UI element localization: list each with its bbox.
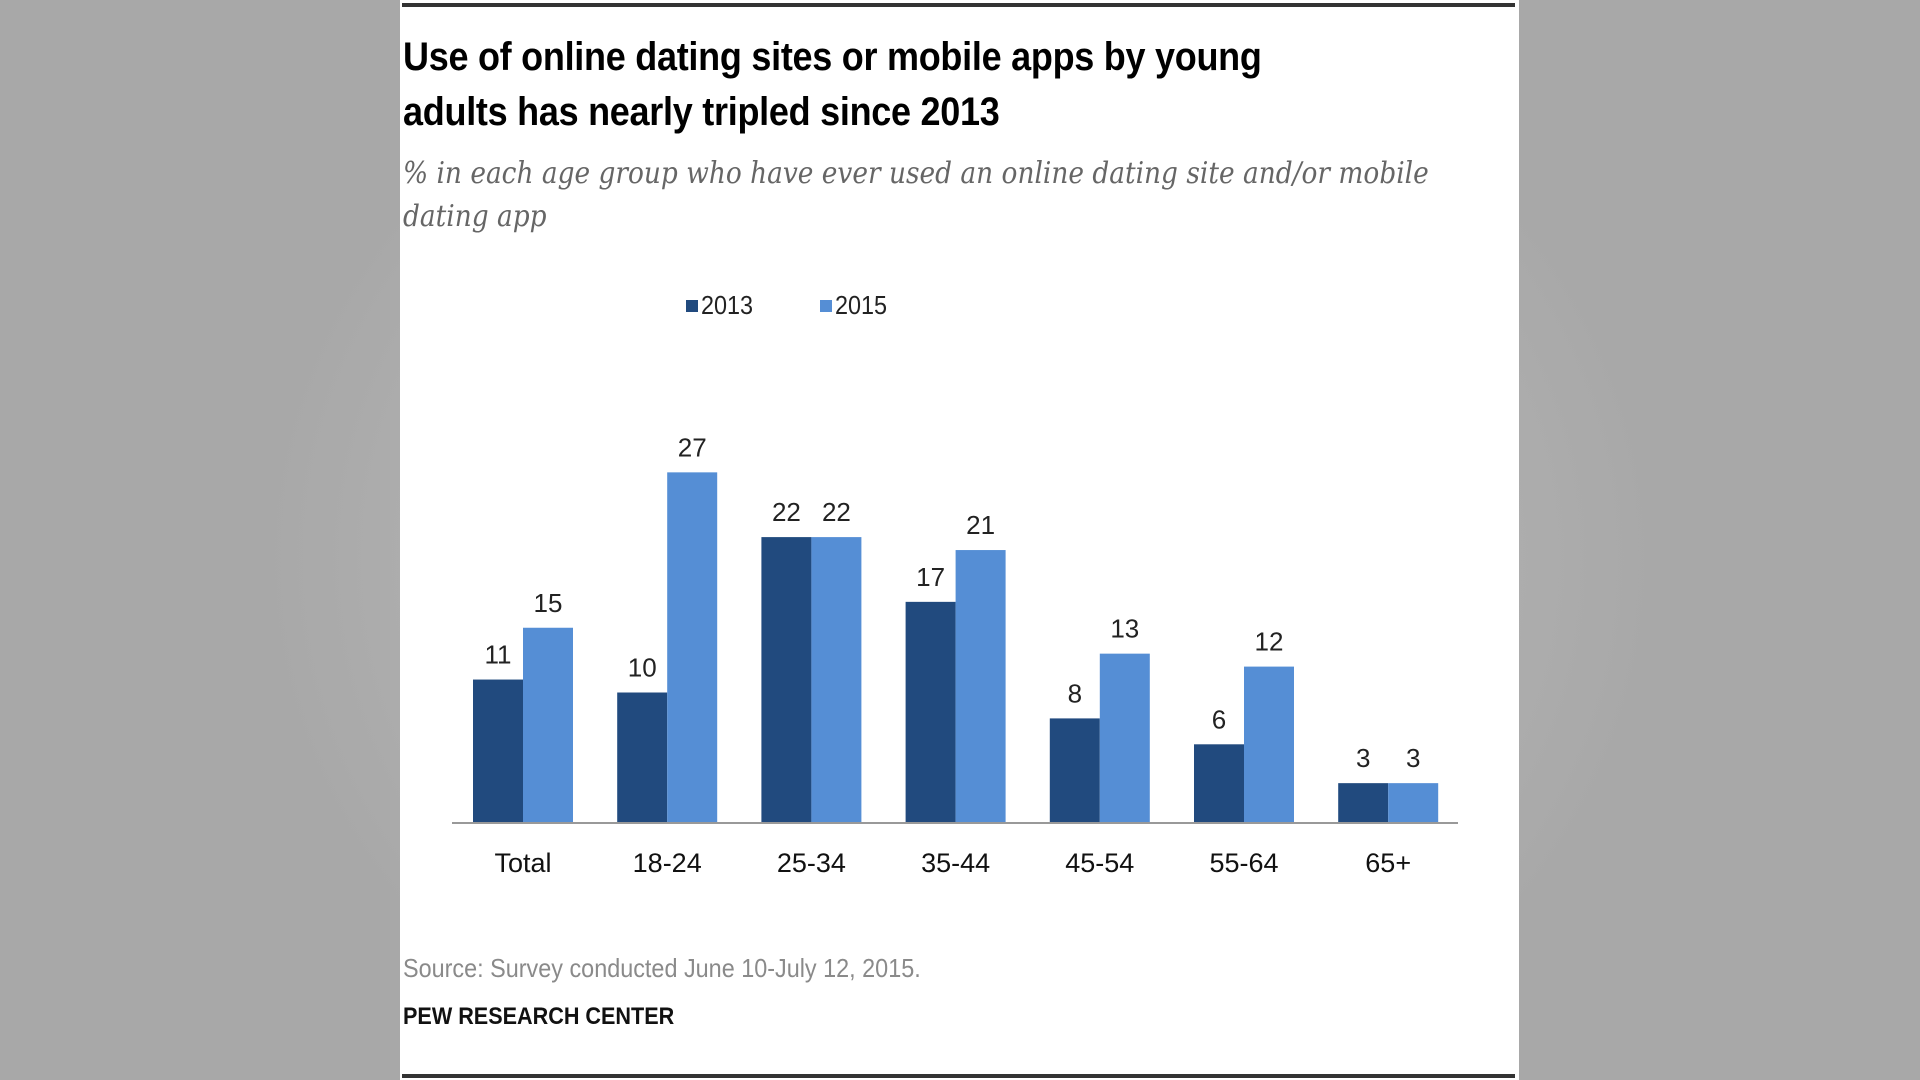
bar-2015-18-24 (667, 472, 718, 822)
bottom-rule (402, 1074, 1515, 1078)
category-label-45-54: 45-54 (1065, 848, 1134, 878)
bar-2015-45-54 (1099, 653, 1150, 822)
bar-chart: 11 15 Total 10 27 18-24 22 22 25-34 17 21 35-44 8 13 4… (452, 432, 1458, 878)
chart-panel: Use of online dating sites or mobile app… (400, 0, 1519, 1080)
category-label-35-44: 35-44 (921, 848, 990, 878)
data-label-2013-18-24: 10 (628, 653, 657, 683)
top-rule (402, 3, 1515, 7)
chart-legend: 2013 2015 (400, 290, 1519, 324)
data-label-2013-55-64: 6 (1212, 704, 1226, 734)
data-label-2013-45-54: 8 (1068, 678, 1082, 708)
bar-2015-55-64 (1244, 666, 1294, 822)
bar-2013-45-54 (1049, 718, 1100, 822)
legend-label-2015: 2015 (835, 290, 888, 320)
title-line-2: adults has nearly tripled since 2013 (403, 90, 1000, 134)
chart-subtitle: % in each age group who have ever used a… (403, 152, 1485, 238)
bar-2013-55-64 (1194, 744, 1244, 822)
bar-2013-Total (473, 679, 523, 822)
subtitle-line-2: dating app (403, 199, 547, 234)
bar-2015-65+ (1388, 783, 1439, 822)
data-label-2015-25-34: 22 (822, 497, 851, 527)
title-line-1: Use of online dating sites or mobile app… (403, 35, 1262, 79)
data-label-2015-18-24: 27 (678, 432, 707, 462)
data-label-2013-65+: 3 (1356, 743, 1370, 773)
data-label-2013-25-34: 22 (772, 497, 801, 527)
bar-2015-25-34 (811, 537, 862, 822)
data-label-2013-Total: 11 (485, 640, 512, 670)
legend-label-2013: 2013 (701, 290, 754, 320)
bar-2013-25-34 (761, 537, 812, 822)
legend-item-2013: 2013 (686, 290, 759, 321)
data-label-2015-45-54: 13 (1110, 614, 1139, 644)
source-note: Source: Survey conducted June 10-July 12… (403, 953, 921, 983)
bar-2013-18-24 (617, 692, 668, 822)
category-label-18-24: 18-24 (633, 848, 702, 878)
bar-2015-Total (523, 627, 573, 822)
data-label-2015-Total: 15 (534, 588, 563, 618)
bar-2013-65+ (1338, 783, 1389, 822)
subtitle-line-1: % in each age group who have ever used a… (403, 156, 1429, 191)
category-label-55-64: 55-64 (1209, 848, 1278, 878)
chart-title: Use of online dating sites or mobile app… (403, 30, 1393, 140)
category-label-65+: 65+ (1365, 848, 1411, 878)
legend-swatch-2013 (686, 299, 698, 312)
bar-2013-35-44 (905, 601, 956, 822)
category-label-Total: Total (494, 848, 551, 878)
data-label-2015-65+: 3 (1406, 743, 1420, 773)
bar-2015-35-44 (955, 550, 1006, 822)
data-label-2015-35-44: 21 (966, 510, 995, 540)
data-label-2013-35-44: 17 (916, 562, 945, 592)
data-label-2015-55-64: 12 (1255, 627, 1284, 657)
category-label-25-34: 25-34 (777, 848, 846, 878)
legend-item-2015: 2015 (820, 290, 893, 321)
legend-swatch-2015 (820, 299, 832, 312)
organization-name: PEW RESEARCH CENTER (403, 1003, 675, 1030)
